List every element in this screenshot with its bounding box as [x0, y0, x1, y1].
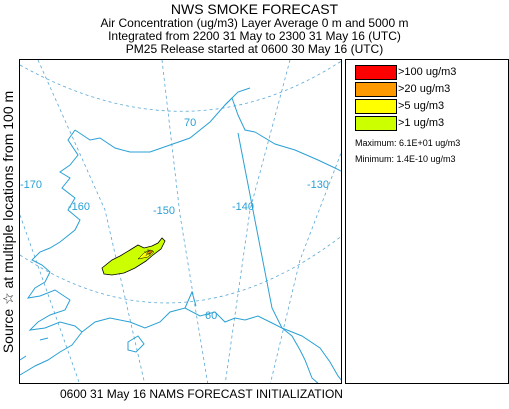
forecast-initialization: 0600 31 May 16 NAMS FORECAST INITIALIZAT…: [60, 387, 343, 401]
smoke-plume: ☆: [101, 237, 166, 276]
aleutian-islands: [20, 337, 49, 361]
legend-label: >1 ug/m3: [398, 117, 445, 129]
meridian-minus-170: [20, 214, 80, 383]
legend-panel: >100 ug/m3 >20 ug/m3 >5 ug/m3 >1 ug/m3 M…: [345, 59, 509, 384]
meridian-minus-160: [37, 60, 145, 383]
meridian-minus-130: [270, 152, 341, 383]
concentration-description: Air Concentration (ug/m3) Layer Average …: [100, 16, 409, 30]
yukon-coast: [254, 131, 341, 172]
plume-over-1: [101, 237, 166, 276]
minimum-value: Minimum: 1.4E-10 ug/m3: [355, 154, 456, 164]
alaska-map: ☆ -170 -160 -150 -140 -130 70 60: [20, 60, 341, 383]
alaska-peninsula: [20, 331, 83, 376]
lat-label-70: 70: [184, 117, 196, 129]
legend-swatch: [355, 65, 397, 80]
integration-period: Integrated from 2200 31 May to 2300 31 M…: [108, 29, 401, 43]
meridian-minus-140: [224, 60, 291, 383]
lon-label-minus-130: -130: [307, 179, 329, 191]
maximum-value: Maximum: 6.1E+01 ug/m3: [355, 138, 461, 148]
lon-label-minus-150: -150: [153, 205, 175, 217]
source-star: ☆: [144, 248, 153, 259]
lon-label-minus-160: -160: [68, 201, 90, 213]
lon-label-minus-140: -140: [232, 201, 254, 213]
alaska-mainland-coast: [26, 97, 319, 383]
legend-swatch: [355, 82, 397, 97]
parallel-60: [20, 235, 341, 304]
release-start: PM25 Release started at 0600 30 May 16 (…: [125, 42, 384, 56]
legend-swatch: [355, 99, 397, 114]
meridian-minus-150: [161, 60, 209, 383]
canada-border: [237, 132, 283, 329]
lon-label-minus-170: -170: [20, 179, 42, 191]
plume-over-20: [146, 249, 154, 255]
kodiak-island: [127, 335, 145, 353]
source-location-label: Source ☆ at multiple locations from 100 …: [0, 90, 16, 354]
coastline: [20, 87, 341, 383]
product-title: NWS SMOKE FORECAST: [170, 1, 339, 17]
legend-label: >5 ug/m3: [398, 100, 445, 112]
grid-labels: -170 -160 -150 -140 -130 70 60: [20, 117, 329, 322]
graticule: [20, 60, 341, 383]
legend-label: >100 ug/m3: [398, 66, 457, 78]
lat-label-60: 60: [205, 310, 217, 322]
parallel-70: [20, 60, 341, 112]
legend-label: >20 ug/m3: [398, 83, 451, 95]
southeast-coast: [281, 327, 341, 381]
map-panel: ☆ -170 -160 -150 -140 -130 70 60: [19, 59, 342, 384]
legend-swatch: [355, 116, 397, 131]
north-slope: [224, 87, 251, 106]
cook-inlet: [184, 290, 197, 309]
